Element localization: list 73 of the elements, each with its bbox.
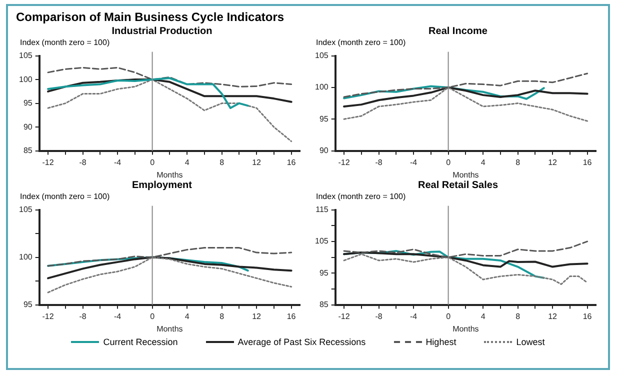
x-tick-label: -4: [114, 312, 122, 321]
chart-title: Real Retail Sales: [416, 180, 500, 192]
x-tick-label: 8: [220, 158, 225, 167]
x-tick-label: 12: [252, 312, 262, 321]
line-series: [343, 253, 588, 285]
x-tick-label: -8: [375, 312, 383, 321]
x-axis-title: Months: [156, 324, 183, 334]
x-tick-label: 4: [184, 312, 190, 321]
x-tick-label: -12: [42, 312, 54, 321]
y-tick-label: 95: [23, 98, 33, 108]
line-series: [343, 72, 588, 98]
x-tick-label: -4: [410, 312, 418, 321]
y-tick-label: 105: [314, 51, 329, 60]
x-axis-title: Months: [452, 170, 479, 180]
legend-label: Lowest: [516, 337, 545, 347]
x-axis-title: Months: [452, 324, 479, 334]
line-series: [343, 86, 588, 122]
x-tick-label: 12: [548, 158, 558, 167]
x-tick-label: -12: [338, 312, 350, 321]
x-tick-label: 8: [220, 312, 225, 321]
x-tick-label: 0: [150, 312, 156, 321]
x-tick-label: 8: [516, 312, 521, 321]
y-axis-title: Index (month zero = 100): [315, 192, 407, 202]
x-tick-label: 4: [480, 158, 486, 167]
x-tick-label: 16: [582, 158, 592, 167]
line-series: [47, 247, 292, 267]
x-tick-label: 4: [480, 312, 486, 321]
y-tick-label: 100: [18, 252, 33, 262]
x-tick-label: -8: [79, 312, 87, 321]
y-tick-label: 95: [319, 268, 329, 278]
x-tick-label: 12: [252, 158, 262, 167]
y-tick-label: 100: [18, 74, 33, 84]
y-tick-label: 90: [23, 122, 33, 132]
y-tick-label: 105: [18, 205, 33, 214]
chart-subtitle: Industrial Production: [110, 26, 214, 38]
legend-label: Highest: [426, 337, 456, 347]
y-tick-label: 95: [23, 300, 33, 310]
legend-label: Average of Past Six Recessions: [238, 337, 366, 347]
y-tick-label: 115: [316, 205, 329, 214]
y-tick-label: 100: [314, 82, 329, 92]
x-tick-label: 0: [446, 158, 452, 167]
x-tick-label: -12: [42, 158, 54, 167]
x-tick-label: 16: [582, 312, 592, 321]
x-tick-label: 0: [446, 312, 452, 321]
line-series: [343, 240, 588, 258]
line-series: [47, 66, 292, 88]
x-tick-label: -8: [375, 158, 383, 167]
x-tick-label: -4: [410, 158, 418, 167]
x-tick-label: 0: [150, 158, 156, 167]
x-tick-label: -12: [338, 158, 350, 167]
y-axis-title: Index (month zero = 100): [19, 38, 111, 48]
y-tick-label: 95: [319, 114, 329, 124]
y-tick-label: 105: [18, 51, 33, 60]
y-tick-label: 85: [319, 300, 329, 310]
chart-title: Comparison of Main Business Cycle Indicators: [16, 10, 286, 26]
x-tick-label: 8: [516, 158, 521, 167]
line-series: [47, 256, 292, 294]
y-tick-label: 90: [319, 146, 329, 156]
x-axis-title: Months: [156, 170, 183, 180]
x-tick-label: 16: [286, 312, 296, 321]
chart-title: Real Income: [428, 26, 488, 38]
y-tick-label: 85: [23, 146, 33, 156]
chart-title: Employment: [130, 180, 193, 192]
x-tick-label: 16: [286, 158, 296, 167]
x-tick-label: -4: [114, 158, 122, 167]
legend-label: Current Recession: [103, 337, 178, 347]
y-tick-label: 105: [314, 236, 329, 246]
x-tick-label: -8: [79, 158, 87, 167]
x-tick-label: 4: [184, 158, 190, 167]
y-axis-title: Index (month zero = 100): [19, 192, 111, 202]
y-axis-title: Index (month zero = 100): [315, 38, 407, 48]
x-tick-label: 12: [548, 312, 558, 321]
line-series: [47, 78, 292, 142]
